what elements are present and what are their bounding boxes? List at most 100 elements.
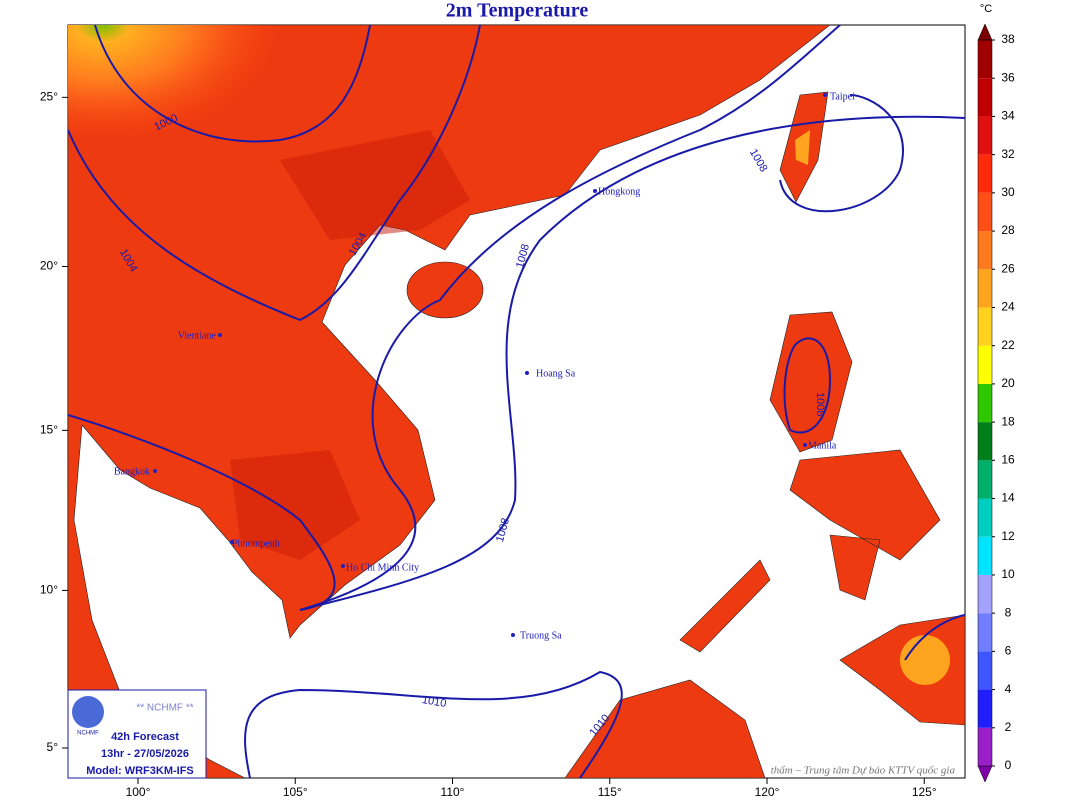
colorbar-band: [978, 192, 992, 232]
city-label: Manila: [808, 440, 837, 451]
colorbar-band: [978, 231, 992, 270]
logo-text: NCHMF: [77, 731, 99, 737]
colorbar-band: [978, 574, 992, 614]
colorbar-label: 26: [1001, 261, 1015, 275]
colorbar-label: 34: [1001, 109, 1015, 123]
colorbar-label: 6: [1005, 644, 1012, 658]
contour-label: 1010: [421, 694, 447, 710]
colorbar-under: [977, 765, 993, 783]
watermark: thẩm – Trung tâm Dự báo KTTV quốc gia: [771, 765, 956, 777]
colorbar-label: 24: [1001, 300, 1015, 314]
map: [68, 25, 965, 778]
title: 2m Temperature: [446, 0, 589, 22]
lat-label: 25°: [40, 90, 58, 104]
axes: 100° 105° 110° 115° 120° 125° 5° 10° 15° 20° 25°: [40, 90, 937, 800]
colorbar-band: [978, 498, 992, 537]
city-dot: [218, 333, 222, 337]
contour: [299, 115, 965, 611]
colorbar-band: [978, 460, 992, 499]
city-dot: [803, 443, 807, 447]
time: 13hr - 27/05/2026: [101, 748, 189, 760]
contour: [783, 337, 832, 434]
colorbar-label: 38: [1001, 32, 1015, 46]
colorbar-band: [978, 116, 992, 155]
colorbar-label: 12: [1001, 529, 1015, 543]
colorbar-band: [978, 78, 992, 117]
lon-label: 125°: [912, 785, 937, 799]
contour: [94, 25, 371, 143]
colorbar-label: 10: [1001, 567, 1015, 581]
colorbar-band: [978, 154, 992, 193]
city-dot: [823, 93, 827, 97]
city-label: Hoang Sa: [536, 368, 576, 379]
forecast: 42h Forecast: [111, 731, 179, 743]
colorbar-over: [977, 23, 993, 41]
city-label: Hongkong: [598, 186, 640, 197]
city-dot: [230, 540, 234, 544]
contour: [779, 94, 904, 213]
unit: °C: [980, 3, 992, 15]
colorbar-label: 30: [1001, 185, 1015, 199]
colorbar-band: [978, 345, 992, 384]
colorbar-label: 4: [1005, 682, 1012, 696]
lat-label: 20°: [40, 259, 58, 273]
agency: ** NCHMF **: [136, 703, 193, 714]
colorbar-label: 0: [1005, 758, 1012, 772]
lon-label: 120°: [755, 785, 780, 799]
cool-area: [68, 25, 418, 255]
city-label: Vientiane: [178, 330, 217, 341]
info-box: NCHMF ** NCHMF ** 42h Forecast 13hr - 27…: [67, 689, 207, 779]
colorbar-label: 32: [1001, 147, 1015, 161]
contour-label: 1008: [814, 392, 826, 416]
colorbar-band: [978, 613, 992, 652]
contour: [68, 25, 841, 611]
colorbar-label: 28: [1001, 223, 1015, 237]
colorbar-band: [978, 383, 992, 423]
city-dot: [341, 564, 345, 568]
model: Model: WRF3KM-IFS: [86, 765, 194, 777]
colorbar-band: [978, 727, 992, 766]
colorbar-band: [978, 269, 992, 308]
city-dot: [525, 371, 529, 375]
colorbar-band: [978, 307, 992, 346]
colorbar-band: [978, 536, 992, 575]
lat-label: 15°: [40, 423, 58, 437]
mindanao-cool: [900, 635, 950, 685]
contour: [68, 25, 481, 322]
luzon: [769, 311, 853, 453]
colorbar-label: 14: [1001, 491, 1015, 505]
logo: [72, 696, 104, 728]
city-label: Ho Chi Minh City: [346, 562, 419, 573]
city-dot: [511, 633, 515, 637]
lon-label: 110°: [441, 785, 465, 799]
lat-label: 10°: [40, 583, 58, 597]
borneo: [564, 679, 766, 778]
visayas: [679, 449, 941, 653]
lon-label: 115°: [598, 785, 622, 799]
colorbar-band: [978, 40, 992, 79]
contour: [904, 614, 965, 661]
city-label: Bangkok: [114, 466, 150, 477]
hainan: [406, 261, 484, 319]
colorbar-band: [978, 422, 992, 461]
colorbar-label: 16: [1001, 452, 1015, 466]
colorbar-frame: [977, 39, 993, 767]
colorbar-label: 36: [1001, 70, 1015, 84]
cities: Taipei Hongkong Hoang Sa Manila Bangkok …: [114, 91, 855, 641]
lat-label: 5°: [47, 740, 59, 754]
city-label: Taipei: [830, 91, 855, 102]
city-label: Phnompenh: [232, 538, 280, 549]
colorbar-label: 20: [1001, 376, 1015, 390]
city-dot: [153, 469, 157, 473]
city-label: Truong Sa: [520, 630, 562, 641]
taiwan-cool: [795, 130, 810, 165]
colorbar-label: 2: [1005, 720, 1012, 734]
colorbar-label: 22: [1001, 338, 1015, 352]
colorbar-band: [978, 651, 992, 690]
colorbar-band: [978, 689, 992, 728]
contour: [244, 670, 623, 778]
city-dot: [593, 189, 597, 193]
lon-label: 105°: [283, 785, 308, 799]
